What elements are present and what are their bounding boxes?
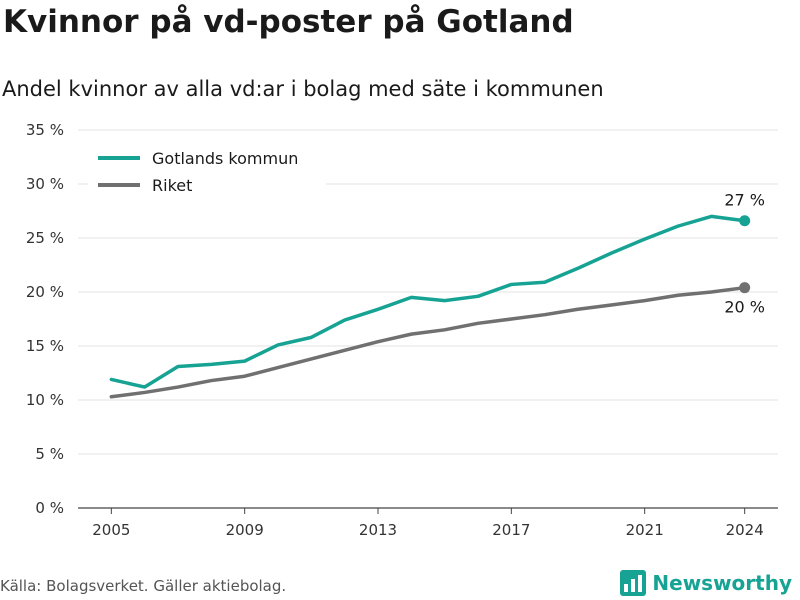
source-note: Källa: Bolagsverket. Gäller aktiebolag.	[0, 577, 287, 595]
y-tick-label: 10 %	[26, 391, 64, 409]
end-labels: 27 % 20 %	[724, 191, 765, 317]
x-tick-label: 2013	[359, 521, 397, 539]
end-value-label: 20 %	[724, 298, 765, 317]
brand-name: Newsworthy	[652, 571, 792, 595]
x-tick-label: 2021	[626, 521, 664, 539]
y-tick-label: 30 %	[26, 175, 64, 193]
legend: Gotlands kommun Riket	[88, 143, 326, 199]
legend-label: Riket	[152, 176, 192, 195]
x-axis-ticks: 2005 2009 2013 2017 2021 2024	[92, 508, 764, 539]
y-axis-ticks: 0 % 5 % 10 % 15 % 20 % 25 % 30 % 35 %	[26, 121, 64, 517]
series-end-point	[739, 282, 751, 294]
y-tick-label: 25 %	[26, 229, 64, 247]
chart-title: Kvinnor på vd-poster på Gotland	[3, 4, 574, 40]
y-tick-label: 0 %	[35, 499, 64, 517]
end-value-label: 27 %	[724, 191, 765, 210]
x-tick-label: 2017	[492, 521, 530, 539]
x-tick-label: 2005	[92, 521, 130, 539]
y-tick-label: 15 %	[26, 337, 64, 355]
x-tick-label: 2009	[226, 521, 264, 539]
y-tick-label: 20 %	[26, 283, 64, 301]
series-end-point	[739, 215, 751, 227]
legend-box	[88, 143, 326, 199]
legend-label: Gotlands kommun	[152, 149, 298, 168]
y-tick-label: 35 %	[26, 121, 64, 139]
series-lines	[109, 214, 751, 399]
newsworthy-logo-icon	[620, 570, 647, 596]
grid-lines	[78, 129, 778, 509]
series-line-riket	[109, 285, 747, 399]
y-tick-label: 5 %	[35, 445, 64, 463]
brand-logo[interactable]: Newsworthy	[620, 568, 792, 598]
series-line-gotland	[109, 214, 747, 389]
chart-subtitle: Andel kvinnor av alla vd:ar i bolag med …	[2, 77, 604, 101]
x-tick-label: 2024	[726, 521, 764, 539]
